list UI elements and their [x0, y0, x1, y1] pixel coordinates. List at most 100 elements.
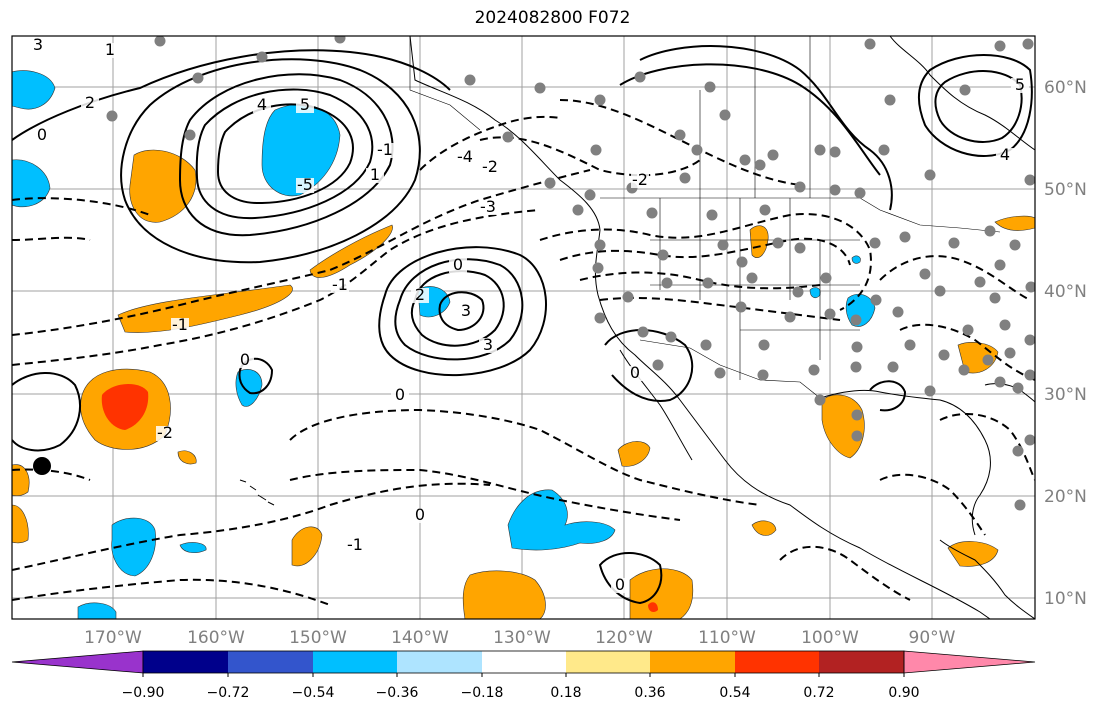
- station-dot: [736, 256, 748, 268]
- colorbar-outline: [142, 650, 905, 674]
- station-dot: [572, 204, 584, 216]
- contour-label-bg: [296, 178, 314, 193]
- north-america-coast: [409, 36, 991, 619]
- station-dot: [1024, 174, 1035, 186]
- map-frame: [11, 35, 1036, 620]
- contour-label: 0: [395, 385, 405, 404]
- anomaly-area: [291, 526, 323, 567]
- station-dot: [772, 237, 784, 249]
- contour-label-bg: [611, 578, 629, 593]
- station-dot: [808, 364, 820, 376]
- station-dot: [820, 272, 832, 284]
- longitude-label: 130°W: [493, 628, 551, 648]
- station-dot: [884, 94, 896, 106]
- contour-line: [934, 70, 1023, 143]
- station-dot: [758, 339, 770, 351]
- station-dot: [652, 359, 664, 371]
- contour-label-bg: [457, 304, 475, 319]
- longitude-label: 150°W: [289, 628, 347, 648]
- contour-line: [619, 63, 881, 176]
- contour-label: -1: [172, 315, 188, 334]
- contour-line: [12, 197, 151, 241]
- station-dot: [674, 129, 686, 141]
- latitude-label: 60°N: [1044, 78, 1087, 98]
- contour-label: 0: [630, 363, 640, 382]
- colorbar-tick-label: −0.54: [292, 685, 335, 701]
- station-dot: [1025, 281, 1035, 293]
- contour-line: [178, 73, 394, 237]
- station-dot: [719, 109, 731, 121]
- anomaly-area: [235, 369, 263, 407]
- colorbar-swatch: [819, 651, 904, 673]
- station-dot: [592, 262, 604, 274]
- colorbar-tick-label: 0.36: [634, 685, 665, 701]
- contour-label-bg: [481, 160, 499, 175]
- longitude-label: 100°W: [801, 628, 859, 648]
- contour-line: [419, 115, 561, 171]
- us-canada-border: [600, 197, 1001, 233]
- contour-label: 0: [37, 125, 47, 144]
- anomaly-area: [751, 520, 777, 536]
- station-dot: [958, 364, 970, 376]
- station-dot: [851, 430, 863, 442]
- contour-label: 3: [33, 35, 43, 54]
- contour-line: [120, 58, 421, 264]
- station-dot: [934, 285, 946, 297]
- contour-line: [12, 468, 91, 481]
- contour-label-bg: [331, 278, 349, 293]
- contour-label: -2: [157, 423, 173, 442]
- contour-label-bg: [156, 426, 174, 441]
- station-dot: [1022, 38, 1034, 50]
- colorbar-tick-label: 0.18: [550, 685, 581, 701]
- colorbar-swatch: [313, 651, 397, 673]
- station-dot: [184, 129, 196, 141]
- colorbar-tick-label: −0.90: [122, 685, 165, 701]
- contour-label-bg: [1011, 78, 1029, 93]
- station-dot: [994, 376, 1006, 388]
- longitude-label: 110°W: [698, 628, 756, 648]
- anomaly-area: [12, 464, 30, 497]
- contour-label-bg: [366, 168, 384, 183]
- station-dot: [904, 339, 916, 351]
- contour-label: -4: [457, 147, 473, 166]
- station-dot: [994, 259, 1006, 271]
- station-dot: [959, 84, 971, 96]
- station-dot: [829, 184, 841, 196]
- contour-label: 0: [615, 575, 625, 594]
- station-dot: [757, 369, 769, 381]
- station-dot: [665, 331, 677, 343]
- station-dot: [1024, 334, 1035, 346]
- negative-contours: [12, 99, 1035, 606]
- alaska-border: [409, 36, 481, 131]
- station-dot: [1012, 445, 1024, 457]
- graticule: [12, 36, 1035, 619]
- political-borders: [409, 36, 1001, 399]
- colorbar-swatch: [228, 651, 313, 673]
- station-dot: [814, 144, 826, 156]
- station-dot: [661, 277, 673, 289]
- station-dot: [256, 51, 268, 63]
- contour-label-bg: [996, 148, 1014, 163]
- station-dot: [784, 311, 796, 323]
- colorbar-swatch: [566, 651, 650, 673]
- contour-label-bg: [411, 508, 429, 523]
- colorbar: −0.90 −0.72 −0.54 −0.36 −0.18 0.18 0.36 0.54 0.7…: [11, 650, 1036, 701]
- station-dot: [334, 36, 346, 44]
- station-dot: [829, 146, 841, 158]
- contour-label: -2: [482, 157, 498, 176]
- station-dot: [634, 71, 646, 83]
- strong-positive-shading: [101, 384, 658, 613]
- contour-line: [479, 136, 701, 177]
- contour-label: -5: [297, 175, 313, 194]
- contour-label: -3: [480, 197, 496, 216]
- anomaly-area: [507, 489, 616, 551]
- anomaly-area: [12, 504, 29, 544]
- station-dot: [700, 339, 712, 351]
- contour-label: 1: [370, 165, 380, 184]
- contour-line: [639, 45, 893, 211]
- anomaly-area: [179, 542, 207, 554]
- longitude-label: 140°W: [391, 628, 449, 648]
- latitude-label: 50°N: [1044, 180, 1087, 200]
- station-dot: [878, 144, 890, 156]
